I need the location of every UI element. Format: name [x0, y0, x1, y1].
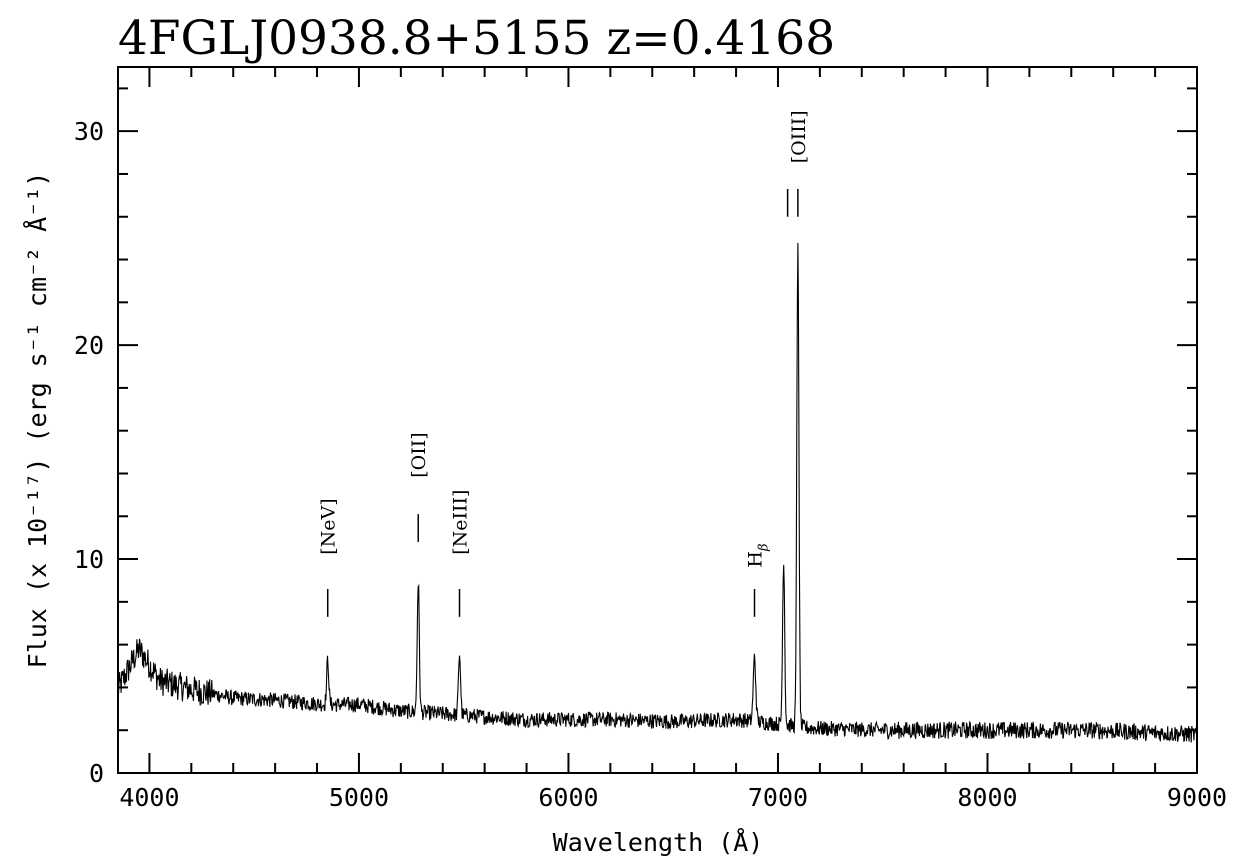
emission-line-label: [NeV] — [318, 498, 340, 554]
emission-line-name: [OII] — [408, 432, 430, 477]
x-tick-label: 7000 — [748, 783, 808, 812]
x-tick-label: 9000 — [1167, 783, 1227, 812]
x-tick-label: 6000 — [538, 783, 598, 812]
x-tick-label: 5000 — [329, 783, 389, 812]
emission-line-name: [NeIII] — [450, 490, 472, 555]
emission-line-label: Hβ — [745, 544, 772, 568]
emission-line-label: [OIII] — [788, 110, 810, 163]
emission-line-label: [OII] — [408, 432, 430, 477]
x-tick-label: 4000 — [119, 783, 179, 812]
x-tick-label: 8000 — [957, 783, 1017, 812]
plot-frame — [117, 66, 1198, 774]
emission-line-name: [OIII] — [788, 110, 810, 163]
emission-line-name: H — [745, 551, 767, 568]
chart-title: 4FGLJ0938.8+5155 z=0.4168 — [118, 11, 835, 66]
emission-line-label: [NeIII] — [450, 490, 472, 555]
y-axis-label: Flux (x 10⁻¹⁷) (erg s⁻¹ cm⁻² Å⁻¹) — [23, 172, 52, 669]
y-tick-label: 20 — [74, 331, 104, 360]
emission-line-name: [NeV] — [318, 498, 340, 554]
x-axis-label: Wavelength (Å) — [553, 828, 764, 857]
y-tick-label: 30 — [74, 117, 104, 146]
y-tick-label: 0 — [89, 759, 104, 788]
emission-line-subscript: β — [757, 544, 772, 553]
y-tick-label: 10 — [74, 545, 104, 574]
spectrum-line — [117, 242, 1198, 743]
plot-area: 4000 5000 6000 7000 8000 9000 0 10 20 30 [NeV] [OII… — [74, 66, 1227, 812]
